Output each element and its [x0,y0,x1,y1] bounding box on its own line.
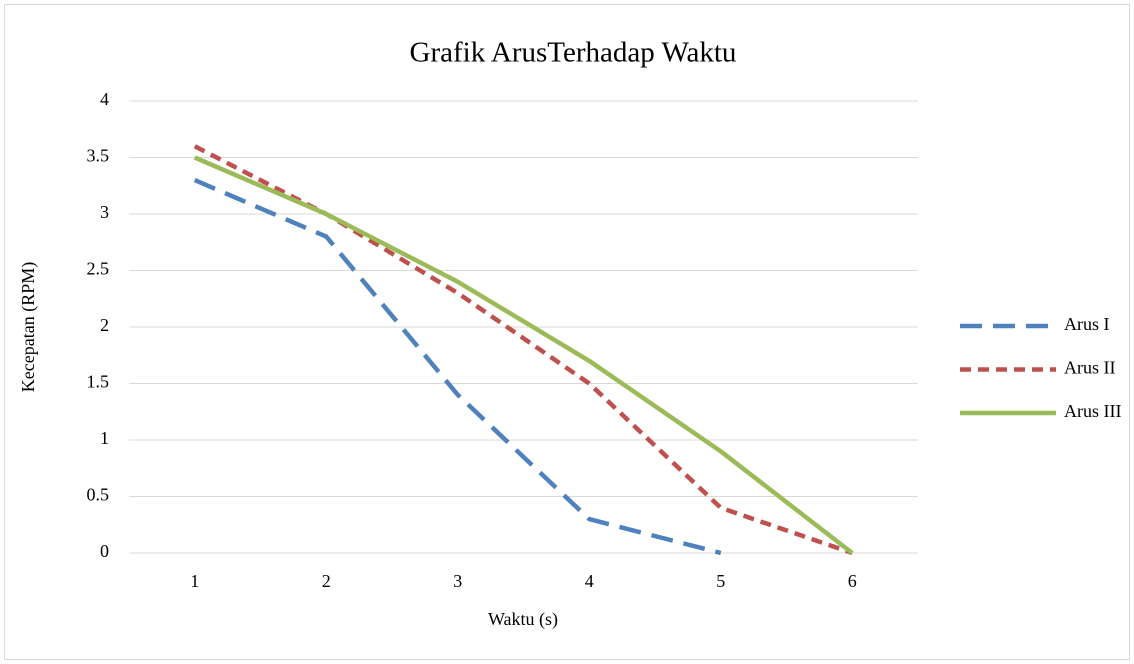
chart-frame [4,4,1130,660]
legend-label: Arus I [1064,314,1110,334]
legend-label: Arus II [1064,358,1116,378]
y-tick-label: 3 [100,202,109,222]
series-line [193,155,854,555]
y-tick-label: 2.5 [87,259,110,279]
x-tick-label: 4 [585,571,594,591]
y-tick-label: 0.5 [87,485,110,505]
y-tick-label: 4 [100,89,109,109]
y-tick-label: 3.5 [87,146,110,166]
x-tick-label: 2 [322,571,331,591]
x-tick-label: 1 [190,571,199,591]
x-tick-label: 3 [453,571,462,591]
series-line [193,144,853,556]
y-tick-label: 0 [100,541,109,561]
series-line [193,178,722,556]
legend-label: Arus III [1064,401,1121,421]
y-tick-label: 2 [100,315,109,335]
x-tick-label: 5 [716,571,725,591]
chart-title: Grafik ArusTerhadap Waktu [410,37,737,69]
y-axis-label: Kecepatan (RPM) [18,262,39,392]
y-tick-label: 1 [100,428,109,448]
y-tick-label: 1.5 [87,372,110,392]
x-axis-label: Waktu (s) [488,609,558,630]
x-tick-label: 6 [848,571,857,591]
